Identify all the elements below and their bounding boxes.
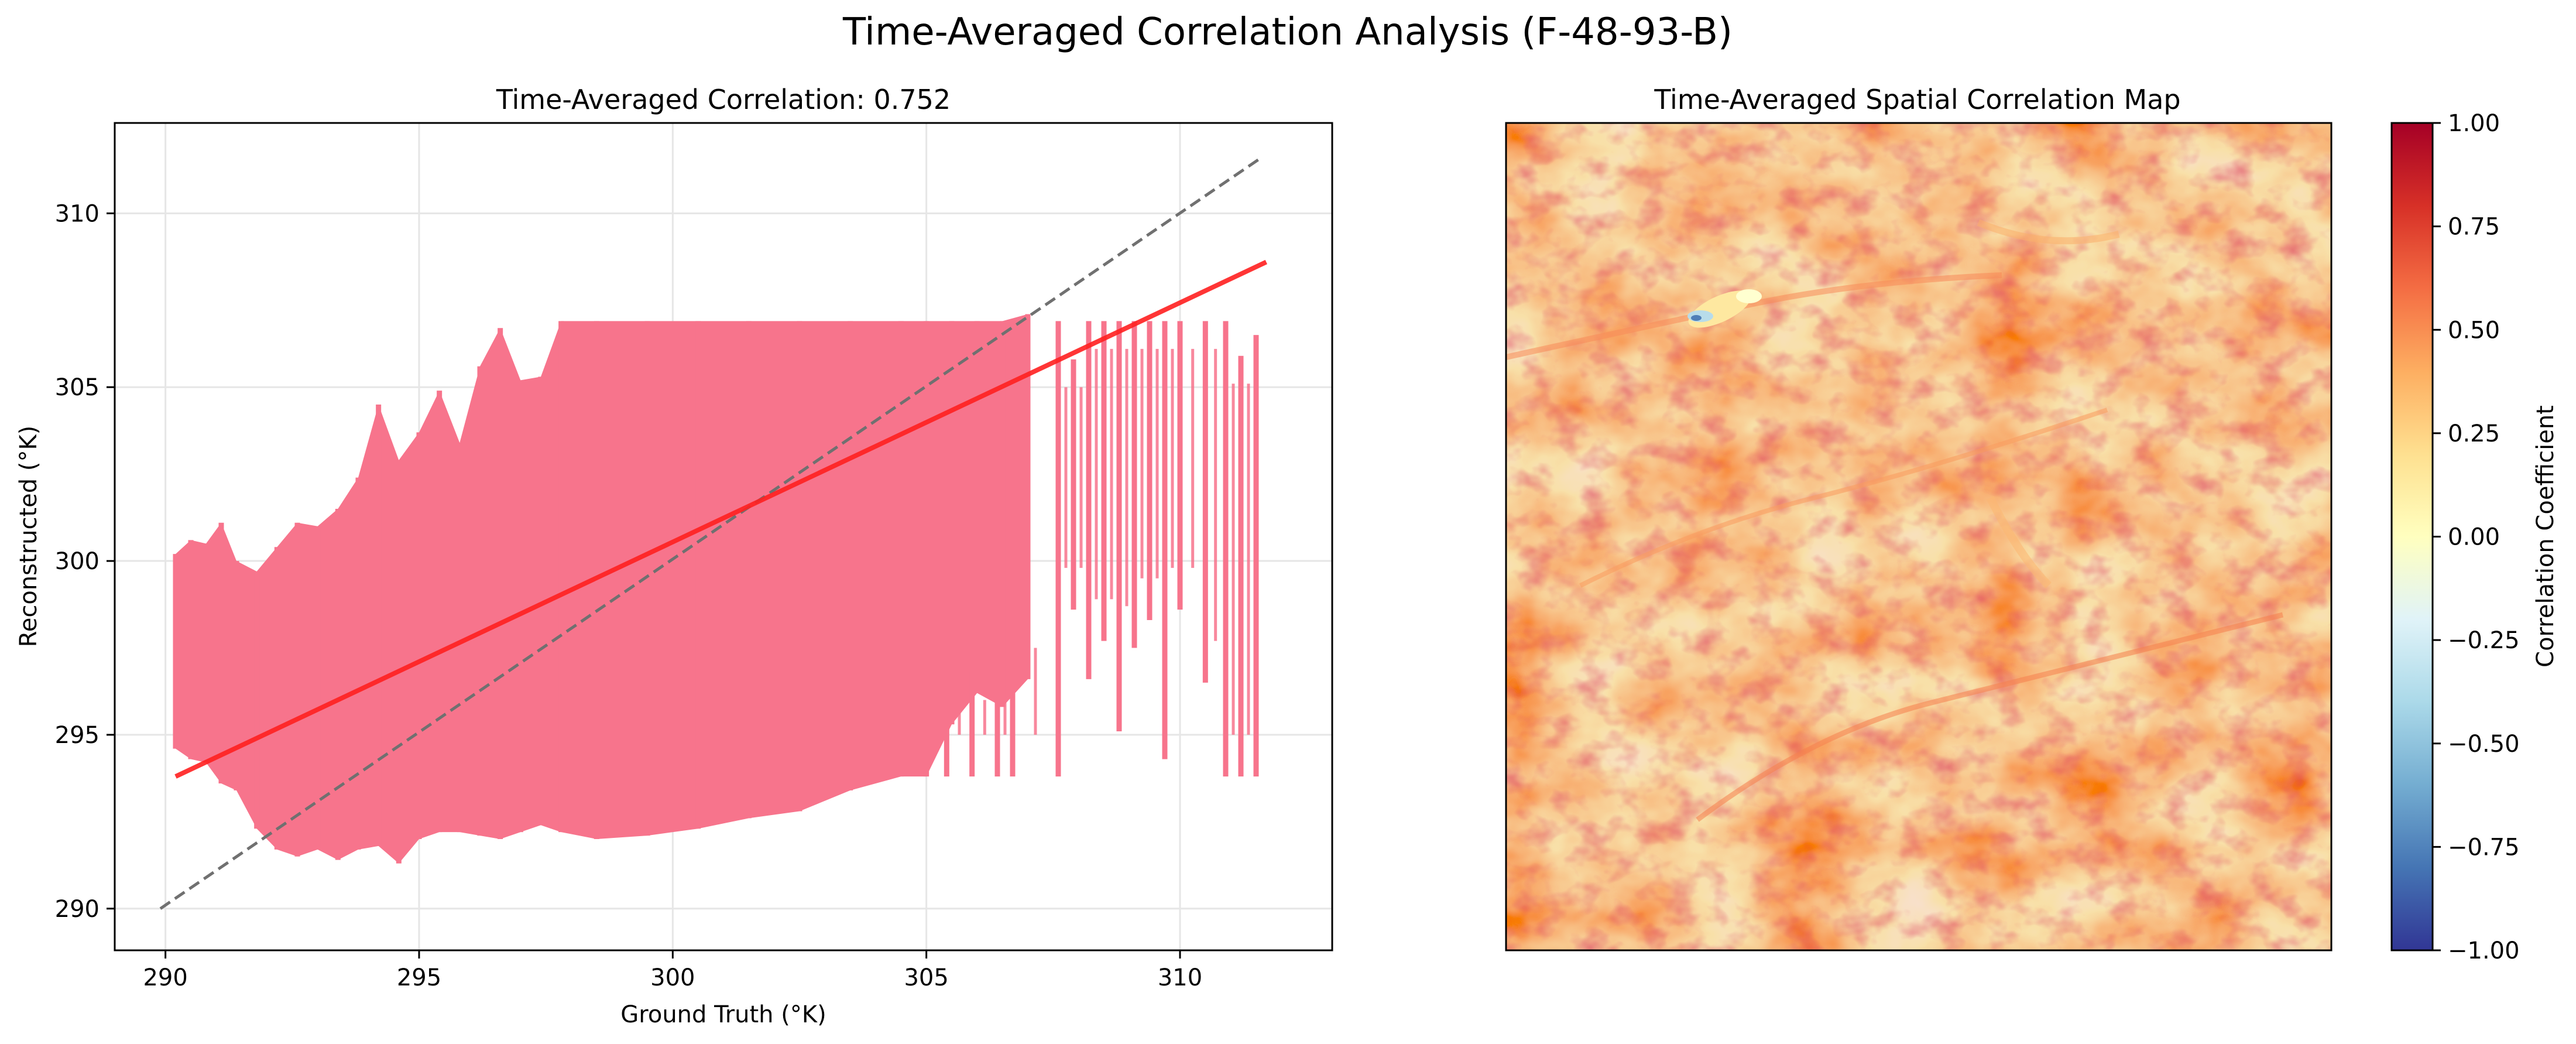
scatter-point-cloud (173, 314, 1259, 864)
colorbar-tick-label: 1.00 (2448, 110, 2500, 137)
figure-suptitle: Time-Averaged Correlation Analysis (F-48… (842, 11, 1733, 54)
colorbar: 1.00 0.75 0.50 0.25 0.00 −0.25 −0.50 −0.75 −1.00… (2390, 110, 2559, 964)
x-tick-label: 290 (143, 964, 187, 991)
colorbar-tick-label: 0.25 (2448, 420, 2500, 447)
scatter-xlabel: Ground Truth (°K) (620, 1001, 826, 1028)
colorbar-tick-label: 0.75 (2448, 214, 2500, 241)
x-tick-label: 305 (904, 964, 948, 991)
scatter-x-ticks: 290 295 300 305 310 (143, 950, 1202, 991)
colorbar-ticks: 1.00 0.75 0.50 0.25 0.00 −0.25 −0.50 −0.75 −1.00 (2433, 110, 2520, 964)
y-tick-label: 305 (55, 374, 100, 401)
scatter-panel: Time-Averaged Correlation: 0.752 290 295 3… (15, 84, 1333, 1028)
colorbar-tick-label: 0.00 (2448, 524, 2500, 551)
scatter-y-ticks: 290 295 300 305 310 (55, 200, 115, 923)
scatter-title: Time-Averaged Correlation: 0.752 (496, 84, 951, 115)
heatmap-title: Time-Averaged Spatial Correlation Map (1654, 84, 2180, 115)
regression-fit-line (174, 259, 1268, 779)
colorbar-tick-label: 0.50 (2448, 317, 2500, 344)
correlation-heatmap-image (1505, 122, 2333, 951)
colorbar-label: Correlation Coefficient (2532, 405, 2559, 668)
x-tick-label: 295 (397, 964, 441, 991)
colorbar-tick-label: −0.75 (2448, 834, 2520, 861)
colorbar-tick-label: −0.50 (2448, 731, 2520, 758)
x-tick-label: 310 (1158, 964, 1202, 991)
identity-line (159, 156, 1263, 910)
y-tick-label: 290 (55, 896, 100, 923)
colorbar-tick-label: −0.25 (2448, 627, 2520, 654)
heatmap-outlier-region (1687, 289, 1762, 328)
scatter-axes-frame (114, 122, 1333, 951)
y-tick-label: 295 (55, 722, 100, 749)
scatter-reference-lines (159, 156, 1268, 910)
y-tick-label: 300 (55, 548, 100, 575)
heatmap-axes-frame (1505, 122, 2333, 951)
colorbar-tick-label: −1.00 (2448, 937, 2520, 964)
scatter-ylabel: Reconstructed (°K) (15, 426, 42, 648)
scatter-dense-region (176, 314, 1028, 864)
x-tick-label: 300 (650, 964, 695, 991)
y-tick-label: 310 (55, 200, 100, 227)
colorbar-gradient (2390, 122, 2434, 951)
heatmap-panel: Time-Averaged Spatial Correlation Map (1505, 84, 2559, 964)
